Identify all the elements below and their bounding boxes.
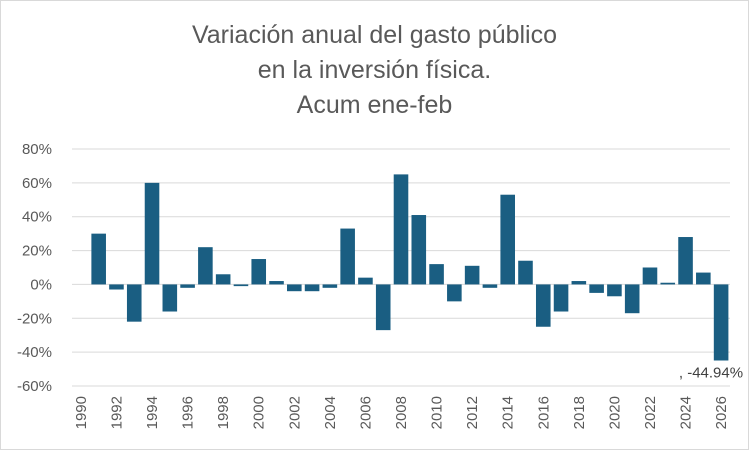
bar-1993 [126, 284, 142, 322]
x-tick-label: 2012 [464, 396, 481, 429]
bar-1997 [198, 247, 213, 285]
y-tick-label: 60% [22, 175, 52, 192]
bar-2023 [660, 282, 676, 285]
x-tick-label: 2002 [286, 396, 303, 429]
y-tick-label: -40% [17, 344, 52, 361]
y-tick-label: -60% [17, 378, 52, 395]
x-tick-label: 2022 [642, 396, 659, 429]
x-tick-label: 2018 [571, 396, 588, 429]
data-labels: , -44.94% [679, 365, 743, 382]
bar-2003 [304, 284, 320, 292]
bars [91, 174, 729, 361]
y-tick-label: 20% [22, 243, 52, 260]
x-tick-label: 1992 [108, 396, 125, 429]
bar-1998 [215, 274, 231, 285]
x-tick-label: 2026 [713, 396, 730, 429]
bar-2000 [251, 259, 267, 285]
chart-title-line-3: Acum ene-feb [296, 91, 453, 119]
x-tick-label: 2024 [678, 396, 695, 429]
x-tick-label: 1994 [144, 396, 161, 429]
data-label-2026: , -44.94% [679, 365, 743, 382]
bar-1991 [91, 233, 106, 285]
bar-2012 [464, 265, 480, 285]
x-tick-label: 2014 [500, 396, 517, 429]
x-tick-label: 2020 [606, 396, 623, 429]
x-tick-label: 2010 [429, 396, 446, 429]
y-tick-label: 80% [22, 141, 52, 158]
bar-2013 [482, 284, 498, 288]
y-axis-tick-labels: 80% 60% 40% 20% 0% -20% -40% -60% [17, 141, 52, 395]
bar-2011 [447, 284, 462, 302]
bar-1994 [144, 182, 160, 285]
chart-title: Variación anual del gasto público en la … [0, 18, 749, 123]
bar-2016 [535, 284, 551, 327]
bar-2002 [287, 284, 302, 292]
bar-2001 [269, 281, 284, 285]
x-tick-label: 2006 [357, 396, 374, 429]
bar-2025 [696, 272, 711, 285]
x-tick-label: 2000 [251, 396, 268, 429]
bar-2021 [624, 284, 640, 314]
bar-1995 [162, 284, 178, 312]
bar-1999 [233, 284, 249, 287]
bar-2009 [411, 215, 427, 285]
y-tick-label: 0% [30, 276, 52, 293]
x-tick-label: 2008 [393, 396, 410, 429]
x-axis-tick-labels: 1990 1992 1994 1996 1998 2000 2002 2004 2006 2008… [73, 396, 730, 429]
bar-2026 [713, 284, 729, 361]
chart-title-line-1: Variación anual del gasto público [191, 21, 558, 49]
bar-2020 [607, 284, 622, 297]
x-tick-label: 2016 [535, 396, 552, 429]
bar-2018 [571, 281, 587, 285]
bar-2015 [518, 260, 533, 285]
bar-2014 [500, 194, 515, 285]
bar-2006 [358, 277, 373, 285]
x-tick-label: 2004 [322, 396, 339, 429]
bar-2017 [553, 284, 569, 312]
bar-2022 [642, 267, 658, 285]
bar-2008 [393, 174, 409, 285]
bar-2024 [678, 237, 693, 285]
bar-1996 [180, 284, 195, 288]
chart-title-line-2: en la inversión física. [257, 56, 492, 84]
bar-2004 [322, 284, 338, 288]
bar-2019 [589, 284, 604, 293]
x-tick-label: 1996 [180, 396, 197, 429]
x-tick-label: 1998 [215, 396, 232, 429]
bar-2007 [375, 284, 391, 331]
bar-2010 [429, 264, 444, 285]
y-tick-label: -20% [17, 310, 52, 327]
y-tick-label: 40% [22, 209, 52, 226]
x-tick-label: 1990 [73, 396, 90, 429]
bar-1992 [109, 284, 124, 290]
bar-2005 [340, 228, 355, 285]
